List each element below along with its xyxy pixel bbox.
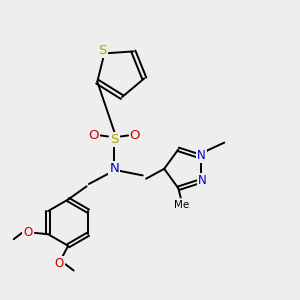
- Text: N: N: [110, 162, 119, 175]
- Text: S: S: [110, 133, 118, 146]
- Text: O: O: [88, 129, 99, 142]
- Text: O: O: [55, 257, 64, 270]
- Text: O: O: [130, 129, 140, 142]
- Text: O: O: [23, 226, 32, 239]
- Text: S: S: [98, 44, 107, 57]
- Text: N: N: [197, 149, 206, 162]
- Text: N: N: [198, 174, 207, 188]
- Text: Me: Me: [174, 200, 189, 210]
